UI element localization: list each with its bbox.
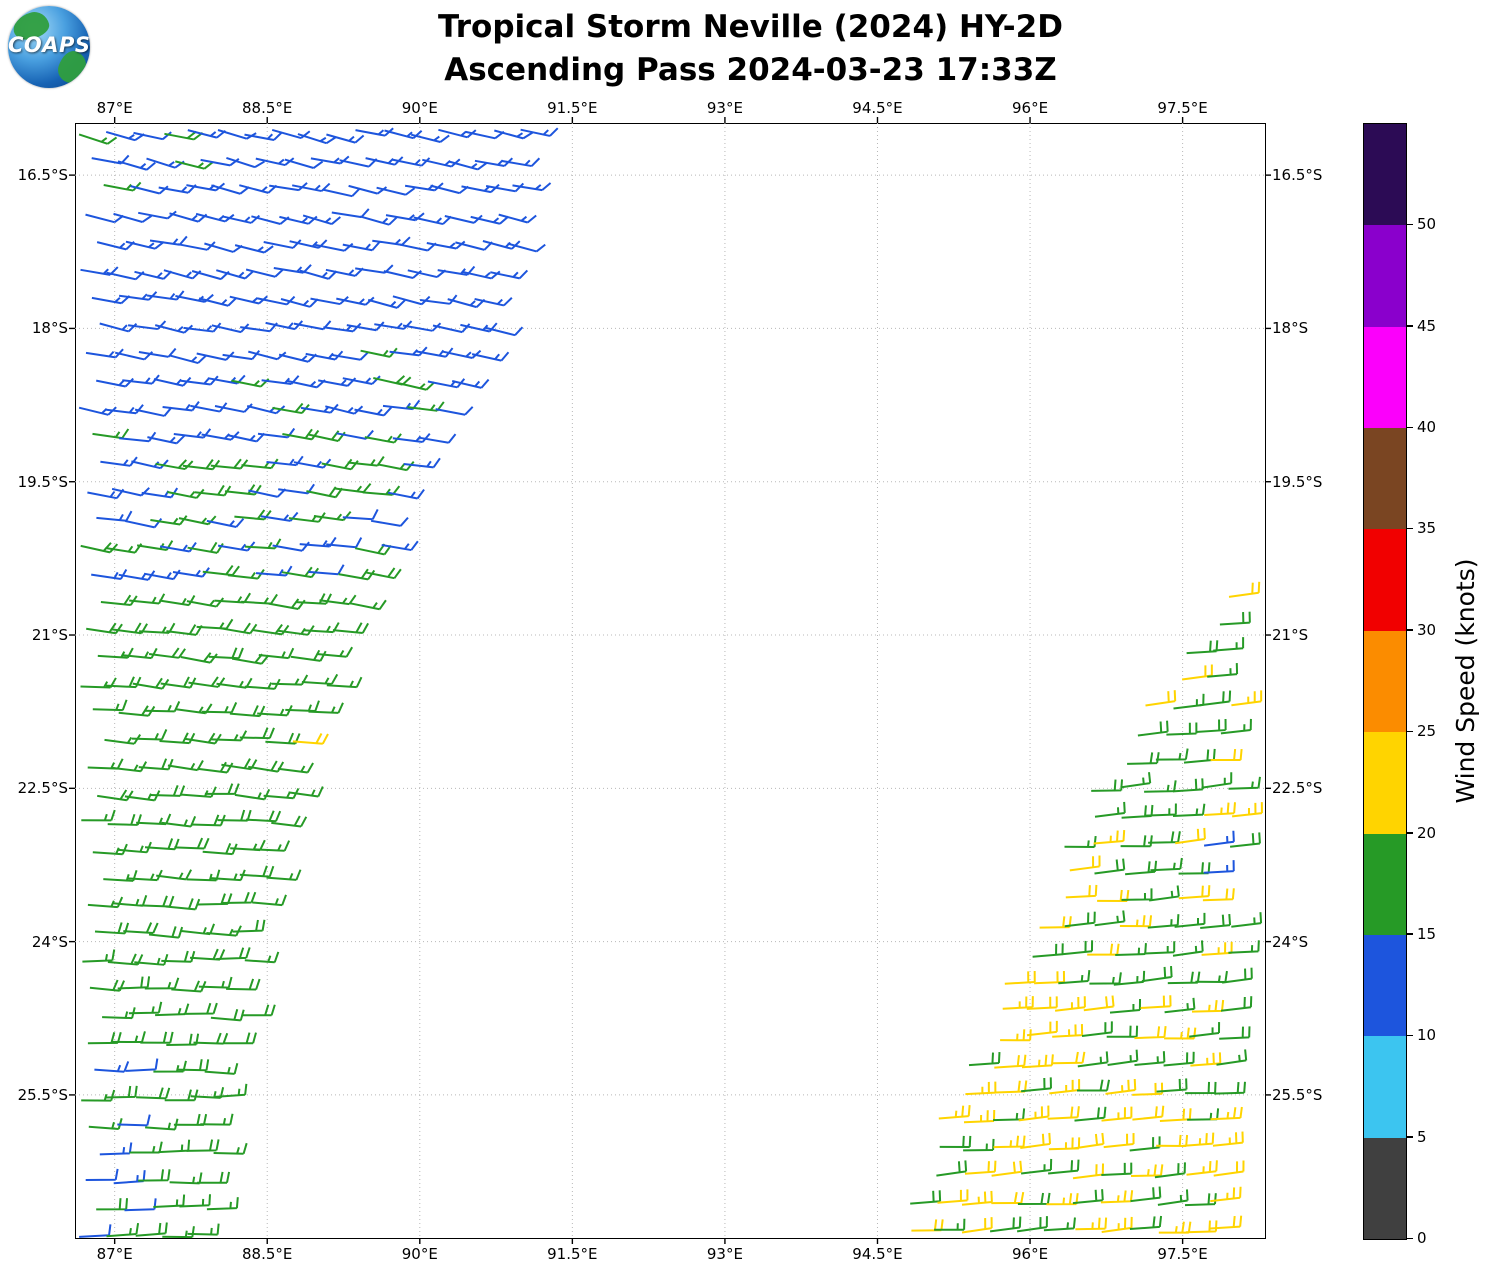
colorbar-tick (1407, 629, 1413, 631)
colorbar-tick (1407, 933, 1413, 935)
colorbar-title: Wind Speed (knots) (1451, 558, 1480, 804)
colorbar-tick-label: 15 (1417, 924, 1437, 943)
lon-tick-label-bottom: 97.5°E (1157, 1245, 1208, 1263)
colorbar (1363, 123, 1407, 1240)
colorbar-tick-label: 20 (1417, 823, 1437, 842)
lat-tick-label-left: 24°S (31, 932, 68, 951)
colorbar-band-10-15 (1364, 934, 1406, 1037)
colorbar-tick-label: 45 (1417, 316, 1437, 335)
colorbar-band-30-35 (1364, 528, 1406, 631)
lat-tick-label-right: 19.5°S (1272, 472, 1323, 491)
lat-tick-label-left: 22.5°S (17, 779, 68, 798)
colorbar-tick (1407, 832, 1413, 834)
lat-tick-label-right: 25.5°S (1272, 1085, 1323, 1104)
colorbar-tick-label: 0 (1417, 1229, 1427, 1247)
colorbar-band-50-55 (1364, 123, 1406, 226)
lat-tick-label-left: 16.5°S (17, 166, 68, 185)
colorbar-band-0-5 (1364, 1137, 1406, 1239)
coaps-logo-text: COAPS (8, 33, 90, 57)
lon-tick-label-bottom: 90°E (401, 1245, 438, 1263)
chart-title: Tropical Storm Neville (2024) HY-2D Asce… (0, 6, 1501, 92)
colorbar-band-35-40 (1364, 427, 1406, 530)
colorbar-band-45-50 (1364, 224, 1406, 327)
lat-tick-label-left: 18°S (31, 319, 68, 338)
lat-tick-label-right: 24°S (1272, 932, 1309, 951)
colorbar-tick (1407, 730, 1413, 733)
lon-tick-label-bottom: 93°E (706, 1245, 743, 1263)
lon-tick-label-bottom: 91.5°E (547, 1245, 598, 1263)
colorbar-tick (1407, 426, 1413, 429)
lon-tick-label-bottom: 94.5°E (852, 1245, 903, 1263)
chart-title-line2: Ascending Pass 2024-03-23 17:33Z (444, 52, 1057, 88)
lon-tick-label-bottom: 96°E (1012, 1245, 1049, 1263)
colorbar-tick-label: 35 (1417, 519, 1437, 538)
lon-tick-label-bottom: 87°E (96, 1245, 133, 1263)
lon-tick-label-top: 93°E (706, 99, 743, 117)
lat-tick-label-right: 21°S (1272, 626, 1309, 645)
colorbar-tick (1407, 527, 1413, 530)
colorbar-band-25-30 (1364, 630, 1406, 733)
colorbar-band-20-25 (1364, 731, 1406, 834)
colorbar-tick-label: 40 (1417, 418, 1437, 437)
lon-tick-label-top: 96°E (1012, 99, 1049, 117)
colorbar-tick-label: 30 (1417, 620, 1437, 639)
lon-tick-label-top: 94.5°E (852, 99, 903, 117)
lat-tick-label-right: 18°S (1272, 319, 1309, 338)
lat-tick-label-left: 19.5°S (17, 472, 68, 491)
lon-tick-label-top: 87°E (96, 99, 133, 117)
lat-tick-label-left: 25.5°S (17, 1085, 68, 1104)
colorbar-tick (1407, 223, 1413, 226)
colorbar-tick-label: 25 (1417, 722, 1437, 741)
colorbar-tick-label: 10 (1417, 1026, 1437, 1045)
lon-tick-label-top: 97.5°E (1157, 99, 1208, 117)
colorbar-tick (1407, 1237, 1413, 1239)
lat-tick-label-right: 16.5°S (1272, 166, 1323, 185)
colorbar-band-5-10 (1364, 1035, 1406, 1138)
colorbar-tick (1407, 1136, 1413, 1138)
colorbar-tick (1407, 1034, 1413, 1037)
colorbar-band-15-20 (1364, 833, 1406, 935)
coaps-logo: COAPS (8, 6, 90, 88)
lat-tick-label-right: 22.5°S (1272, 779, 1323, 798)
colorbar-tick-label: 50 (1417, 215, 1437, 234)
colorbar-band-40-45 (1364, 326, 1406, 429)
plot-area (75, 123, 1266, 1239)
lon-tick-label-top: 88.5°E (242, 99, 293, 117)
lon-tick-label-bottom: 88.5°E (242, 1245, 293, 1263)
lon-tick-label-top: 91.5°E (547, 99, 598, 117)
lon-tick-label-top: 90°E (401, 99, 438, 117)
chart-title-line1: Tropical Storm Neville (2024) HY-2D (438, 9, 1063, 45)
colorbar-tick (1407, 325, 1413, 327)
lat-tick-label-left: 21°S (31, 626, 68, 645)
colorbar-tick-label: 5 (1417, 1127, 1427, 1146)
